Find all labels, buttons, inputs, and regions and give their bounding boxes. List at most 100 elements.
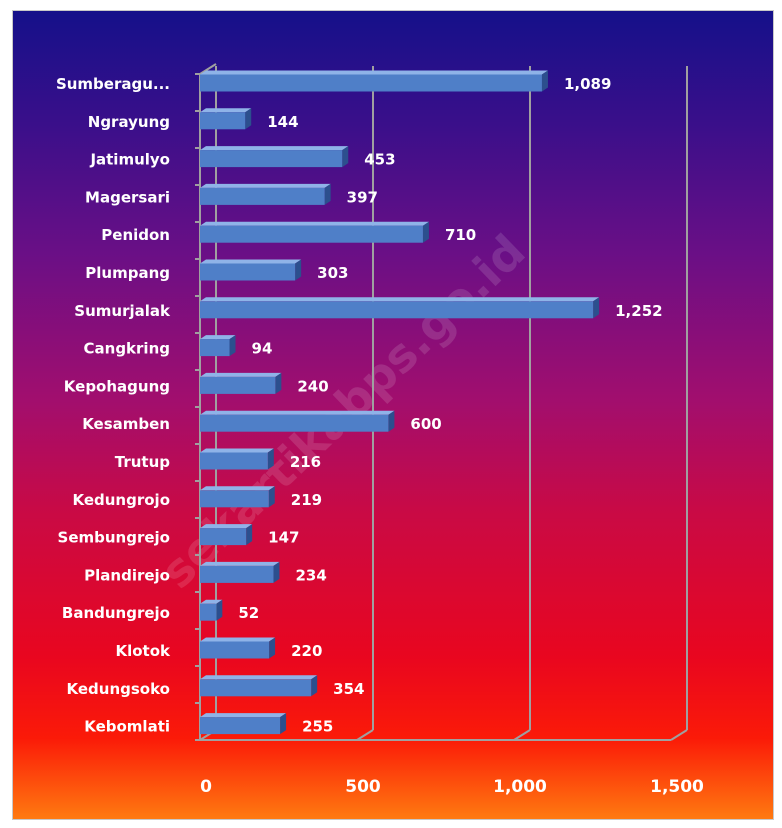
bar-front-face (200, 641, 270, 659)
data-label: 1,252 (615, 302, 662, 320)
bar-0 (200, 70, 548, 92)
bar-front-face (200, 490, 269, 508)
bar-side-face (245, 108, 252, 130)
bar-side-face (268, 486, 275, 508)
data-label: 219 (291, 491, 322, 509)
bar-top-face (200, 448, 274, 453)
data-label: 216 (290, 453, 321, 471)
bar-13 (200, 561, 280, 583)
data-label: 234 (295, 566, 326, 584)
category-label: Plumpang (85, 264, 170, 282)
data-label: 255 (302, 718, 333, 736)
data-label: 147 (268, 529, 299, 547)
bar-1 (200, 108, 252, 130)
category-label: Sumberagu... (56, 75, 170, 93)
category-label: Magersari (85, 188, 170, 206)
bar-top-face (200, 146, 349, 151)
category-label: Penidon (101, 226, 170, 244)
bar-12 (200, 524, 253, 546)
bar-top-face (200, 599, 223, 604)
data-label: 52 (238, 604, 259, 622)
data-label: 397 (347, 188, 378, 206)
bar-top-face (200, 221, 429, 226)
bar-front-face (200, 414, 389, 432)
bar-top-face (200, 561, 280, 566)
data-label: 710 (445, 226, 476, 244)
category-label: Trutup (115, 453, 171, 471)
bar-top-face (200, 713, 287, 718)
bar-front-face (200, 679, 312, 697)
bar-front-face (200, 565, 274, 583)
bar-14 (200, 599, 223, 621)
bar-top-face (200, 524, 253, 529)
bar-front-face (200, 528, 247, 546)
category-label: Jatimulyo (89, 151, 170, 169)
bar-side-face (541, 70, 548, 92)
bar-7 (200, 335, 236, 357)
data-label: 94 (252, 340, 273, 358)
category-label: Kedungrojo (72, 491, 170, 509)
bar-top-face (200, 259, 302, 264)
bar-17 (200, 713, 287, 735)
bar-top-face (200, 372, 282, 377)
data-label: 354 (333, 680, 364, 698)
bar-side-face (324, 183, 331, 205)
bar-top-face (200, 183, 331, 188)
bar-front-face (200, 225, 423, 243)
data-label: 303 (317, 264, 348, 282)
category-label: Sembungrejo (58, 529, 170, 547)
bar-16 (200, 675, 318, 697)
floor-edge (513, 729, 531, 741)
bar-side-face (388, 410, 395, 432)
x-tick-label: 1,000 (493, 777, 547, 797)
category-label: Kesamben (82, 415, 170, 433)
bar-top-face (200, 70, 548, 75)
bar-top-face (200, 335, 236, 340)
data-label: 1,089 (564, 75, 611, 93)
bar-side-face (229, 335, 236, 357)
y-axis-top-edge (199, 63, 217, 75)
bar-15 (200, 637, 276, 659)
bar-side-face (216, 599, 223, 621)
bar-front-face (200, 112, 246, 130)
bar-side-face (267, 448, 274, 470)
bar-2 (200, 146, 349, 168)
bar-side-face (269, 637, 276, 659)
bar-front-face (200, 187, 325, 205)
bar-front-face (200, 452, 268, 470)
bar-side-face (295, 259, 302, 281)
x-tick-label: 500 (345, 777, 381, 797)
bar-side-face (273, 561, 280, 583)
bar-side-face (280, 713, 287, 735)
bar-side-face (275, 372, 282, 394)
bar-layer (200, 70, 600, 735)
bar-top-face (200, 486, 275, 491)
bar-side-face (422, 221, 429, 243)
category-label: Cangkring (84, 340, 170, 358)
bar-side-face (342, 146, 349, 168)
bar-side-face (311, 675, 318, 697)
bar-top-face (200, 675, 318, 680)
bar-9 (200, 410, 395, 432)
bar-front-face (200, 263, 296, 281)
bar-4 (200, 221, 429, 243)
bar-front-face (200, 74, 542, 92)
category-label: Kebomlati (84, 718, 170, 736)
x-tick-label: 1,500 (650, 777, 704, 797)
category-label: Plandirejo (84, 566, 170, 584)
bar-6 (200, 297, 600, 319)
bar-11 (200, 486, 275, 508)
bar-front-face (200, 301, 594, 319)
data-label: 600 (410, 415, 441, 433)
data-label: 453 (364, 151, 395, 169)
x-tick-label: 0 (200, 777, 212, 797)
category-label: Bandungrejo (62, 604, 170, 622)
bar-front-face (200, 150, 343, 168)
bar-side-face (593, 297, 600, 319)
data-label: 240 (297, 377, 328, 395)
data-label: 144 (267, 113, 298, 131)
bar-front-face (200, 376, 276, 394)
bar-side-face (246, 524, 253, 546)
category-label: Kedungsoko (67, 680, 170, 698)
bar-3 (200, 183, 331, 205)
